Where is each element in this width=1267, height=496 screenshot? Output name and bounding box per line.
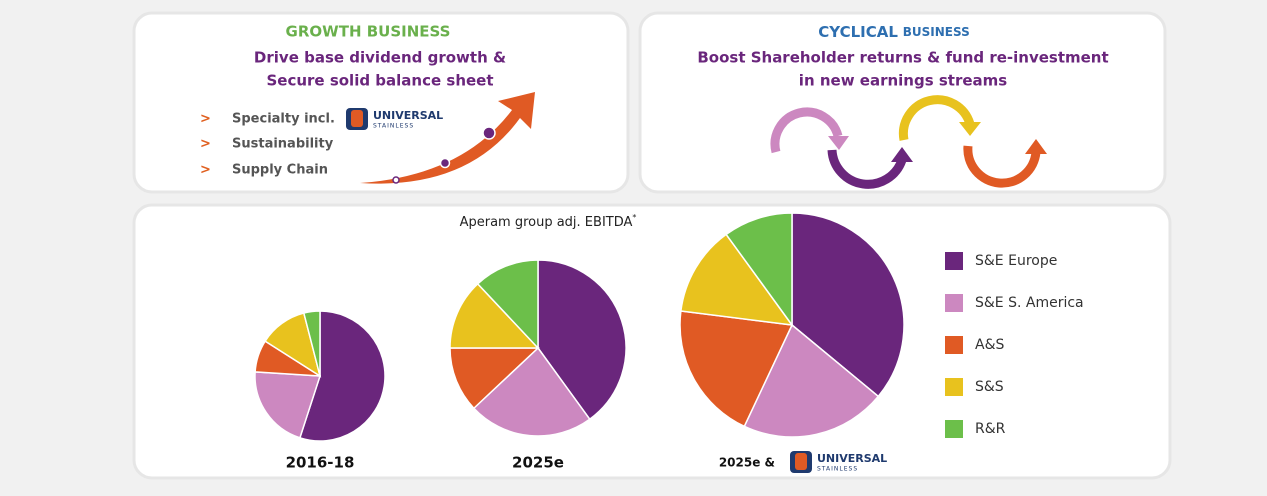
pie-slice <box>476 259 539 350</box>
logo-name: UNIVERSAL <box>817 452 887 465</box>
cyclical-line: in new earnings streams <box>799 72 1007 90</box>
logo-icon <box>795 453 807 470</box>
cycle-arrow <box>963 145 1041 188</box>
chart-title: Aperam group adj. EBITDA* <box>460 213 637 230</box>
legend-label: S&S <box>975 379 1004 395</box>
arrow-dot <box>482 126 496 140</box>
bullet-marker: > <box>200 112 211 127</box>
legend-swatch <box>945 252 963 270</box>
cycle-arrow <box>770 107 843 154</box>
ebitda-panel <box>132 203 1172 480</box>
cycle-arrow-head <box>891 147 913 162</box>
cyclical-heading-suffix: BUSINESS <box>903 25 970 39</box>
legend-swatch <box>945 420 963 438</box>
growth-panel <box>132 11 630 194</box>
chart-title-text: Aperam group adj. EBITDA <box>460 215 633 230</box>
bullet: Specialty incl. <box>232 112 335 127</box>
bullet: Supply Chain <box>232 163 328 178</box>
logo: UNIVERSAL STAINLESS <box>346 108 443 130</box>
pie-slice <box>680 233 794 326</box>
pie-slice <box>298 310 386 442</box>
cyclical-heading: CYCLICAL BUSINESS <box>818 23 969 41</box>
legend-label: S&E S. America <box>975 295 1084 311</box>
legend-label: R&R <box>975 421 1006 437</box>
pie-slice <box>725 212 793 328</box>
legend-swatch <box>945 336 963 354</box>
cyclical-heading-main: CYCLICAL <box>818 23 898 41</box>
legend-label: A&S <box>975 337 1004 353</box>
legend-label: S&E Europe <box>975 253 1057 269</box>
chart-title-mark: * <box>632 213 636 222</box>
pie-slice <box>537 259 627 421</box>
cyclical-line: Boost Shareholder returns & fund re-inve… <box>697 49 1108 67</box>
pie-label: 2025e <box>512 454 564 472</box>
growth-line: Secure solid balance sheet <box>266 72 493 90</box>
logo: UNIVERSAL STAINLESS <box>790 451 887 473</box>
pie-label: 2016-18 <box>286 454 355 472</box>
pie-slice <box>743 323 880 438</box>
pie-slice <box>472 346 591 437</box>
arrow-dot <box>439 157 451 169</box>
legend-swatch <box>945 378 963 396</box>
growth-line: Drive base dividend growth & <box>254 49 506 67</box>
logo-sub: STAINLESS <box>373 123 414 130</box>
pie-slice <box>302 310 321 377</box>
arrow-dot <box>392 176 400 184</box>
legend-swatch <box>945 294 963 312</box>
bullet-marker: > <box>200 137 211 152</box>
logo-sub: STAINLESS <box>817 466 858 473</box>
pie-slice <box>791 212 905 398</box>
growth-heading: GROWTH BUSINESS <box>286 23 451 41</box>
pie-slice <box>449 282 540 349</box>
cycle-arrow <box>827 149 907 189</box>
cycle-arrow-head <box>1025 139 1047 154</box>
cycle-arrow-head <box>959 122 981 136</box>
logo-name: UNIVERSAL <box>373 109 443 122</box>
pie-slice <box>449 347 540 410</box>
logo-icon <box>351 110 363 127</box>
bullet: Sustainability <box>232 137 334 152</box>
pie-slice <box>679 310 794 428</box>
cycle-arrow-head <box>828 136 849 150</box>
pie-label: 2025e & <box>719 456 775 470</box>
pie-slice <box>254 371 322 439</box>
cycle-arrow <box>898 95 975 141</box>
bullet-marker: > <box>200 163 211 178</box>
